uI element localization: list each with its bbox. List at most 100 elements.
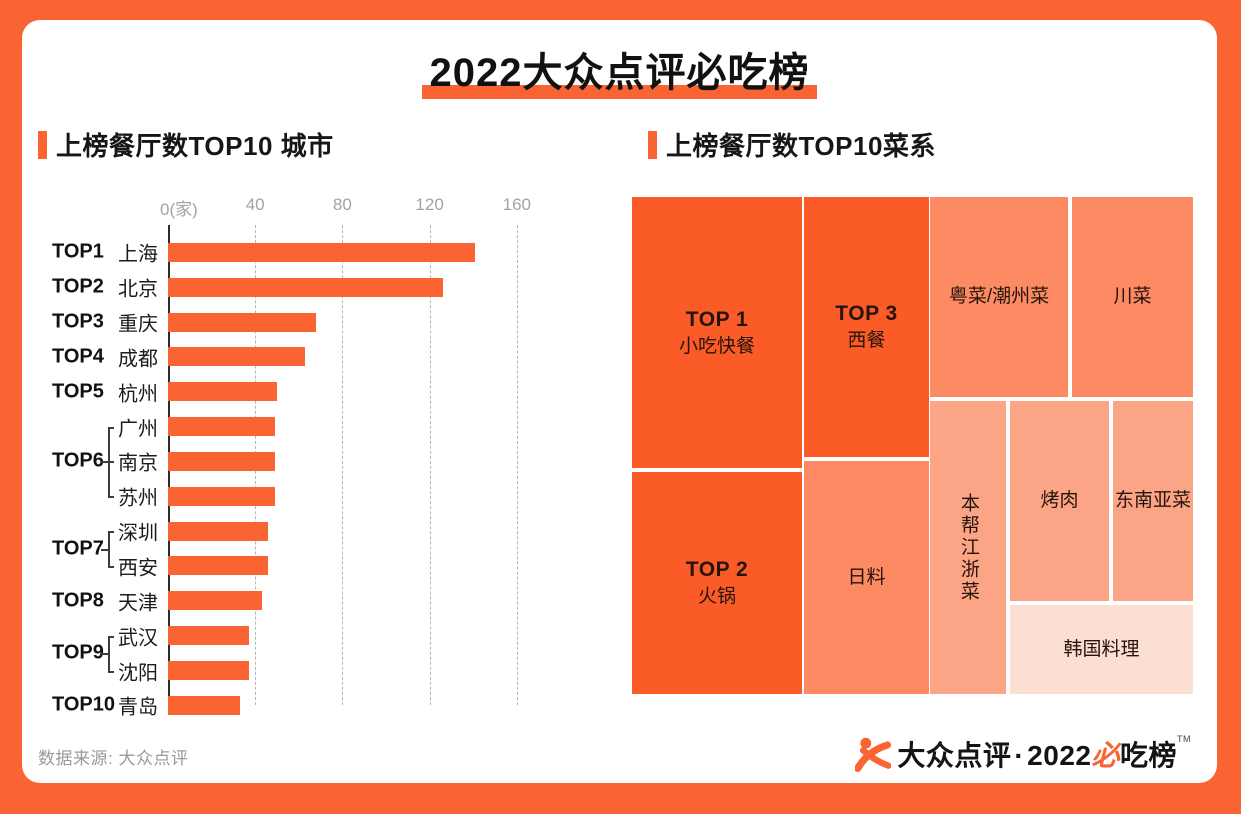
bar-row: 杭州 bbox=[38, 374, 613, 409]
bar bbox=[168, 661, 249, 681]
bar-row: 成都 bbox=[38, 340, 613, 375]
group-bracket-line bbox=[108, 531, 110, 567]
bar-group: TOP3 重庆 bbox=[38, 305, 613, 340]
treemap-tile: 韩国料理 bbox=[1010, 605, 1193, 694]
bar-group: TOP7 深圳西安 bbox=[38, 514, 613, 584]
x-axis-tick-label: 80 bbox=[332, 195, 352, 214]
bar-row: 青岛 bbox=[38, 688, 613, 723]
city-label: 西安 bbox=[118, 557, 158, 580]
trademark-label: TM bbox=[1177, 734, 1191, 744]
treemap-tile: TOP 3 西餐 bbox=[804, 197, 929, 457]
treemap-tile-name: 东南亚菜 bbox=[1114, 490, 1191, 512]
treemap-tile-rank: TOP 1 bbox=[685, 307, 749, 331]
rank-label: TOP6 bbox=[52, 449, 104, 472]
bar-group: TOP8 天津 bbox=[38, 583, 613, 618]
bar-row: 北京 bbox=[38, 270, 613, 305]
brand-year: 2022 bbox=[1027, 740, 1092, 771]
bar bbox=[168, 626, 249, 646]
bar bbox=[168, 695, 240, 715]
city-label: 武汉 bbox=[118, 627, 158, 650]
rank-label: TOP9 bbox=[52, 641, 104, 664]
city-label: 重庆 bbox=[118, 313, 158, 336]
dianping-logo-icon bbox=[855, 737, 892, 772]
bar-group: TOP10 青岛 bbox=[38, 688, 613, 723]
group-bracket-connector bbox=[101, 461, 109, 464]
rank-label: TOP5 bbox=[52, 380, 104, 403]
group-bracket-connector bbox=[101, 653, 109, 656]
page-title: 2022大众点评必吃榜 bbox=[421, 51, 818, 99]
city-label: 沈阳 bbox=[118, 662, 158, 685]
rank-label: TOP10 bbox=[52, 693, 115, 716]
top10-cities-bar-chart: 0(家) 40 80 120 160 TOP1 上海 TOP2 北京 TOP3 重庆 TOP4 成都 T… bbox=[38, 195, 613, 730]
city-label: 广州 bbox=[118, 418, 158, 441]
bar-row: 沈阳 bbox=[38, 653, 613, 688]
gridline bbox=[429, 225, 431, 705]
group-bracket-line bbox=[108, 635, 110, 671]
city-label: 天津 bbox=[118, 592, 158, 615]
badge-rest: 吃榜 bbox=[1119, 740, 1177, 771]
group-bracket-connector bbox=[101, 548, 109, 551]
city-label: 青岛 bbox=[118, 696, 158, 719]
treemap-tile-name: 火锅 bbox=[697, 586, 736, 608]
treemap-tile-name: 日料 bbox=[847, 566, 886, 588]
group-bracket-tick bbox=[108, 566, 114, 569]
city-label: 北京 bbox=[118, 278, 158, 301]
page-header: 2022大众点评必吃榜 bbox=[22, 40, 1217, 101]
section-marker-bar bbox=[648, 130, 657, 159]
city-label: 深圳 bbox=[118, 522, 158, 545]
bar bbox=[168, 451, 275, 471]
brand-separator: · bbox=[1014, 740, 1025, 771]
bar-groups: TOP1 上海 TOP2 北京 TOP3 重庆 TOP4 成都 TOP5 杭州 TOP6 广州南京苏州… bbox=[38, 235, 613, 723]
group-bracket-tick bbox=[108, 531, 114, 534]
bar-group: TOP4 成都 bbox=[38, 340, 613, 375]
bar-row: 天津 bbox=[38, 583, 613, 618]
treemap-tile-name: 川菜 bbox=[1113, 286, 1152, 308]
rank-label: TOP3 bbox=[52, 310, 104, 333]
top10-cuisines-treemap: TOP 1 小吃快餐 TOP 2 火锅 TOP 3 西餐 日料 粤菜/潮州菜 川菜 本帮江浙菜 烤肉… bbox=[632, 197, 1193, 694]
treemap-tile-rank: TOP 3 bbox=[835, 302, 898, 325]
treemap-tile: 本帮江浙菜 bbox=[930, 401, 1006, 694]
bar-group: TOP5 杭州 bbox=[38, 374, 613, 409]
bar bbox=[168, 486, 275, 506]
bar-group: TOP9 武汉沈阳 bbox=[38, 618, 613, 688]
bar-row: 深圳 bbox=[38, 514, 613, 549]
rank-label: TOP7 bbox=[52, 537, 104, 560]
group-bracket-tick bbox=[108, 461, 114, 464]
right-section-header: 上榜餐厅数TOP10菜系 bbox=[648, 126, 936, 163]
treemap-tile: 日料 bbox=[804, 461, 929, 694]
treemap-tile-name: 西餐 bbox=[847, 330, 886, 352]
right-section-title: 上榜餐厅数TOP10菜系 bbox=[666, 131, 936, 161]
x-axis-tick-label: 120 bbox=[415, 195, 444, 214]
city-label: 苏州 bbox=[118, 487, 158, 510]
bar bbox=[168, 347, 306, 367]
bar bbox=[168, 556, 269, 576]
treemap-tile: TOP 1 小吃快餐 bbox=[632, 197, 802, 468]
bar bbox=[168, 312, 317, 332]
rank-label: TOP2 bbox=[52, 275, 104, 298]
bar-row: 上海 bbox=[38, 235, 613, 270]
rank-label: TOP8 bbox=[52, 589, 104, 612]
gridline bbox=[516, 225, 518, 705]
city-label: 杭州 bbox=[118, 383, 158, 406]
treemap-tile-name: 韩国料理 bbox=[1063, 638, 1140, 660]
bar-row: 武汉 bbox=[38, 618, 613, 653]
bar-group: TOP1 上海 bbox=[38, 235, 613, 270]
gridline bbox=[342, 225, 344, 705]
bar bbox=[168, 591, 262, 611]
treemap-tile: 川菜 bbox=[1072, 197, 1193, 397]
treemap-tile-name: 烤肉 bbox=[1040, 490, 1079, 512]
page-title-text: 2022大众点评必吃榜 bbox=[421, 40, 818, 101]
footer-brand-logo: 大众点评 · 2022必吃榜TM bbox=[855, 734, 1191, 774]
rank-label: TOP4 bbox=[52, 345, 104, 368]
city-label: 成都 bbox=[118, 348, 158, 371]
bar-group: TOP2 北京 bbox=[38, 270, 613, 305]
treemap-tile-name: 小吃快餐 bbox=[678, 335, 755, 357]
treemap-tile: 东南亚菜 bbox=[1113, 401, 1193, 601]
bar-row: 南京 bbox=[38, 444, 613, 479]
treemap-tile: 烤肉 bbox=[1010, 401, 1109, 601]
data-source-note: 数据来源: 大众点评 bbox=[38, 749, 189, 768]
bar bbox=[168, 521, 269, 541]
bar bbox=[168, 417, 275, 437]
city-label: 上海 bbox=[118, 243, 158, 266]
footer-brand-text: 大众点评 · 2022必吃榜TM bbox=[897, 734, 1191, 774]
